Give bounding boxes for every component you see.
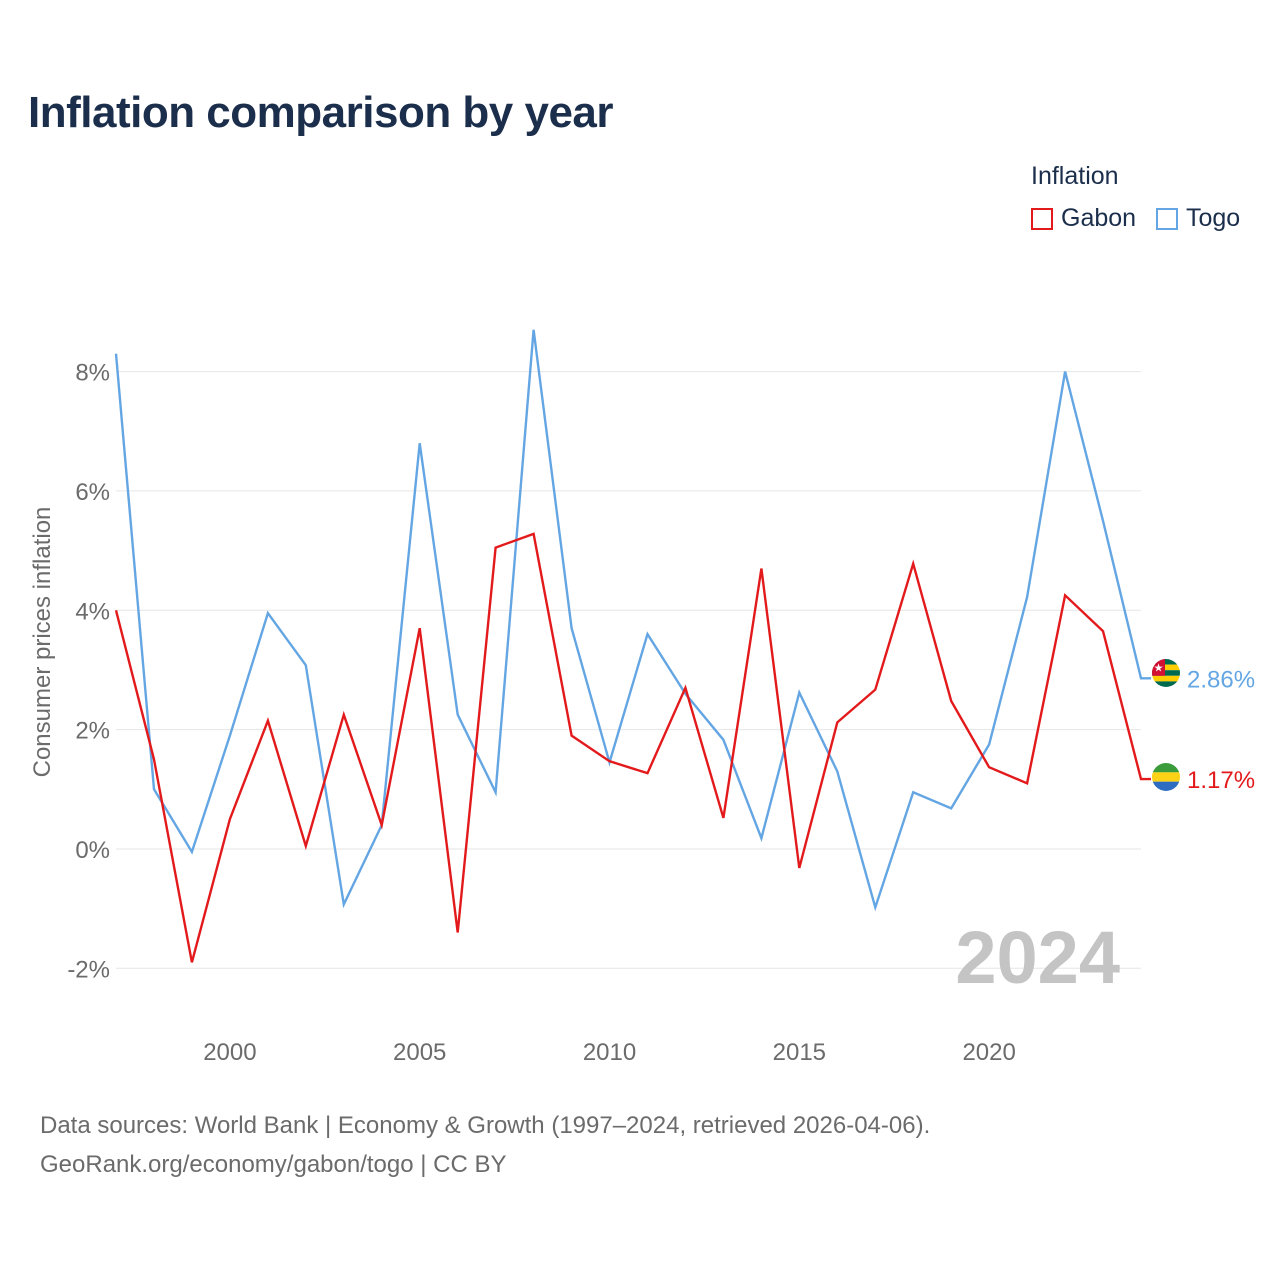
legend-label-gabon: Gabon	[1061, 204, 1137, 232]
end-labels: 2.86% 1.17%	[1187, 666, 1255, 794]
x-tick-label: 2000	[203, 1039, 256, 1066]
x-tick-label: 2020	[962, 1039, 1015, 1066]
year-watermark: 2024	[955, 916, 1120, 999]
togo-flag-icon: ★	[1152, 659, 1180, 687]
legend-swatch-gabon	[1031, 207, 1053, 230]
legend-label-togo: Togo	[1186, 204, 1241, 232]
y-axis-ticks: -2% 0% 2% 4% 6% 8%	[67, 360, 110, 984]
x-tick-label: 2015	[773, 1039, 826, 1066]
x-tick-label: 2005	[393, 1039, 446, 1066]
legend-title: Inflation	[1031, 162, 1119, 190]
end-label-togo: 2.86%	[1187, 666, 1255, 693]
legend-item-gabon[interactable]: Gabon	[1031, 204, 1136, 233]
footer-link[interactable]: GeoRank.org/economy/gabon/togo | CC BY	[40, 1151, 507, 1178]
grid-lines	[116, 371, 1141, 969]
y-tick-label: -2%	[67, 956, 110, 983]
chart-title: Inflation comparison by year	[28, 88, 614, 137]
y-tick-label: 6%	[75, 479, 110, 506]
x-tick-label: 2010	[583, 1039, 636, 1066]
series-line-togo	[114, 329, 1151, 912]
y-tick-label: 4%	[75, 598, 110, 625]
gabon-flag-icon	[1152, 763, 1180, 791]
y-axis-label: Consumer prices inflation	[29, 507, 56, 778]
y-tick-label: 2%	[75, 718, 110, 745]
series-line-gabon	[114, 532, 1151, 963]
x-axis-ticks: 2000 2005 2010 2015 2020	[203, 1039, 1016, 1066]
legend-item-togo[interactable]: Togo	[1156, 204, 1240, 233]
end-label-gabon: 1.17%	[1187, 767, 1255, 794]
svg-text:★: ★	[1154, 662, 1164, 675]
footer-sources: Data sources: World Bank | Economy & Gro…	[40, 1112, 931, 1139]
legend-swatch-togo	[1156, 207, 1178, 230]
footer: Data sources: World Bank | Economy & Gro…	[40, 1106, 930, 1184]
y-tick-label: 0%	[75, 837, 110, 864]
y-tick-label: 8%	[75, 360, 110, 387]
series-lines	[114, 329, 1151, 963]
